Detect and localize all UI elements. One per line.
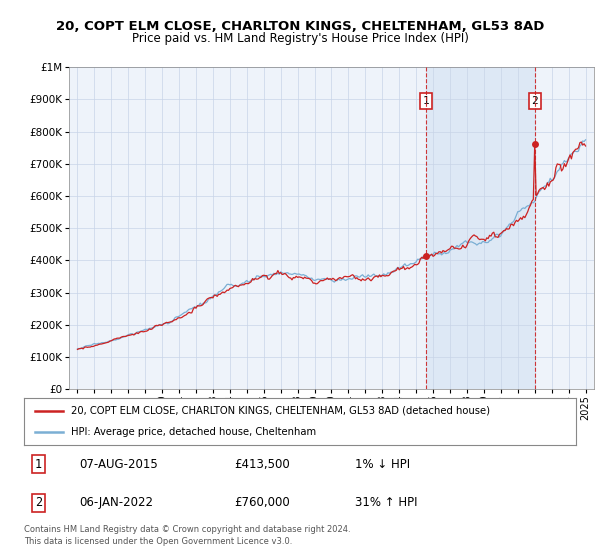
- Text: 1: 1: [35, 458, 42, 470]
- Text: 2: 2: [35, 496, 42, 509]
- Text: 20, COPT ELM CLOSE, CHARLTON KINGS, CHELTENHAM, GL53 8AD (detached house): 20, COPT ELM CLOSE, CHARLTON KINGS, CHEL…: [71, 406, 490, 416]
- Text: 1: 1: [422, 96, 430, 106]
- Text: 1% ↓ HPI: 1% ↓ HPI: [355, 458, 410, 470]
- Text: £760,000: £760,000: [234, 496, 290, 509]
- Text: £413,500: £413,500: [234, 458, 290, 470]
- Text: Price paid vs. HM Land Registry's House Price Index (HPI): Price paid vs. HM Land Registry's House …: [131, 32, 469, 45]
- Text: 06-JAN-2022: 06-JAN-2022: [79, 496, 153, 509]
- Bar: [426, 67, 535, 389]
- Text: 20, COPT ELM CLOSE, CHARLTON KINGS, CHELTENHAM, GL53 8AD: 20, COPT ELM CLOSE, CHARLTON KINGS, CHEL…: [56, 20, 544, 32]
- Text: 07-AUG-2015: 07-AUG-2015: [79, 458, 158, 470]
- Text: 31% ↑ HPI: 31% ↑ HPI: [355, 496, 418, 509]
- Text: HPI: Average price, detached house, Cheltenham: HPI: Average price, detached house, Chel…: [71, 427, 316, 437]
- Text: 2: 2: [532, 96, 538, 106]
- Text: Contains HM Land Registry data © Crown copyright and database right 2024.
This d: Contains HM Land Registry data © Crown c…: [24, 525, 350, 546]
